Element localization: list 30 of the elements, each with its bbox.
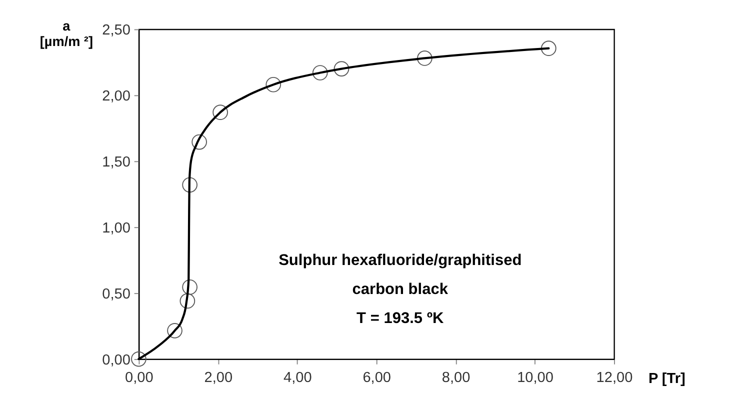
x-tick-label: 8,00: [442, 370, 470, 386]
point: [266, 76, 282, 92]
point: [212, 104, 228, 120]
x-tick-label: 4,00: [283, 370, 312, 386]
y-tick-label: 1,50: [102, 154, 130, 170]
x-tick-label: 12,00: [596, 370, 633, 386]
point: [180, 293, 196, 309]
point: [167, 322, 182, 338]
y-tick-label: 2,50: [102, 22, 130, 39]
point: [540, 40, 556, 56]
x-tick-label: 6,00: [362, 370, 392, 386]
point: [182, 177, 198, 193]
point: [312, 65, 328, 80]
x-axis-title: P [Tr]: [648, 370, 686, 387]
point: [334, 61, 350, 76]
point: [417, 50, 432, 66]
annotation: carbon black: [352, 281, 448, 298]
x-tick-label: 0,00: [125, 370, 154, 386]
x-tick-label: 10,00: [517, 370, 554, 386]
y-tick-label: 0,00: [102, 352, 130, 368]
y-tick-label: 2,00: [102, 88, 130, 105]
point: [131, 351, 146, 367]
x-tick-label: 2,00: [204, 370, 233, 386]
y-axis-title: a [µm/m ²]: [40, 18, 93, 50]
point: [182, 279, 198, 295]
point: [192, 134, 207, 150]
annotation: Sulphur hexafluoride/graphitised: [278, 252, 522, 269]
y-tick-label: 0,50: [102, 286, 130, 302]
annotation: T = 193.5 ºK: [356, 310, 445, 328]
y-tick-label: 1,00: [102, 220, 130, 236]
